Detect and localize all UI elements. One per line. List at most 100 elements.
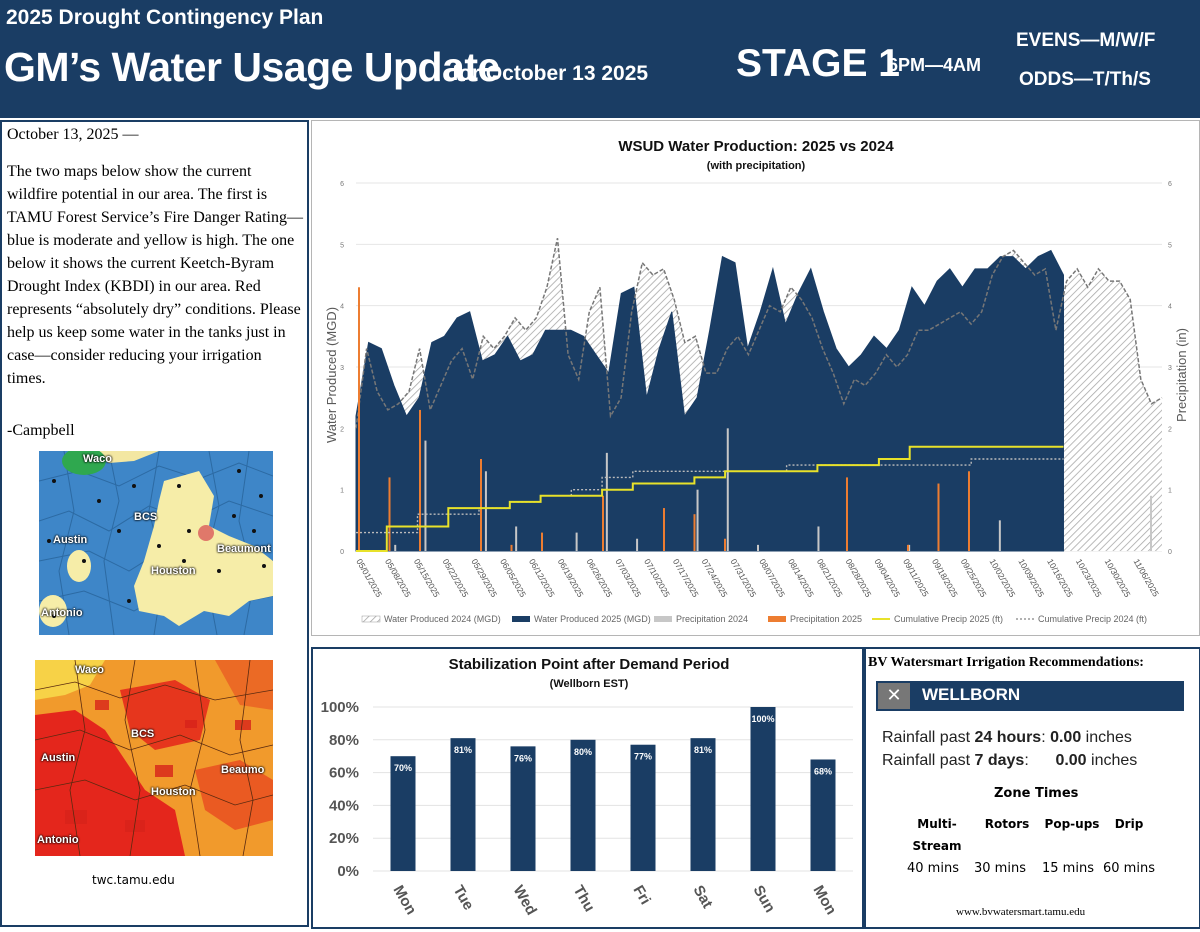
production-x-label: 10/30/2025 [1103, 557, 1133, 599]
zone-multistream-label2: Stream [912, 839, 962, 853]
station-name: WELLBORN [922, 685, 1021, 704]
production-x-label: 10/02/2025 [988, 557, 1018, 599]
production-y2-tick: 6 [1168, 181, 1172, 188]
production-x-label: 08/14/2025 [786, 557, 816, 599]
stage-label: STAGE 1 [736, 42, 900, 85]
map1-label-houston: Houston [151, 565, 196, 577]
stabilization-chart-title: Stabilization Point after Demand Period [449, 656, 730, 673]
production-y-tick: 1 [340, 488, 344, 495]
production-x-label: 10/09/2025 [1016, 557, 1046, 599]
production-y2-tick: 4 [1168, 304, 1172, 311]
precip-2025-bar [418, 409, 421, 551]
kbdi-map: Waco BCS Austin Houston Beaumo Antonio [35, 660, 273, 856]
stabilization-y-tick: 40% [329, 797, 359, 814]
production-x-label: 05/08/2025 [383, 557, 413, 599]
stabilization-y-tick: 80% [329, 732, 359, 749]
production-x-label: 07/24/2025 [700, 557, 730, 599]
production-x-label: 05/01/2025 [354, 557, 384, 599]
zone-drip-header: Drip [1114, 817, 1144, 831]
production-y-tick: 4 [340, 304, 344, 311]
production-x-label: 07/31/2025 [728, 557, 758, 599]
legend-label: Cumulative Precip 2024 (ft) [1038, 614, 1147, 624]
map2-label-bcs: BCS [131, 728, 155, 740]
production-y-ticks: 0 1 2 3 4 5 6 [340, 181, 344, 556]
production-y2-ticks: 0 1 2 3 4 5 6 [1168, 181, 1172, 556]
header-banner: 2025 Drought Contingency Plan GM’s Water… [0, 0, 1200, 118]
stabilization-chart: Stabilization Point after Demand Period … [321, 656, 853, 919]
date-line: October 13, 2025 — [7, 126, 139, 143]
production-y2-axis-label: Precipitation (in) [1174, 328, 1189, 422]
map1-label-waco: Waco [83, 453, 112, 465]
production-x-label: 09/25/2025 [959, 557, 989, 599]
station-bar: ✕ WELLBORN [876, 681, 1184, 711]
stabilization-bar-label: 76% [514, 753, 532, 763]
precip-2025-bar [479, 459, 482, 551]
legend-swatch [361, 615, 381, 623]
legend-label: Water Produced 2024 (MGD) [384, 614, 501, 624]
precip-2025-bar [662, 508, 665, 551]
cumulative-2024-line [356, 458, 1064, 534]
precip-2024-bar [605, 452, 608, 551]
stabilization-y-tick: 0% [337, 863, 359, 880]
map2-label-waco: Waco [75, 664, 104, 676]
precip-2024-bar [394, 544, 397, 551]
stabilization-gridlines [373, 706, 853, 872]
precip-bars [358, 287, 1152, 551]
production-x-labels: 05/01/202505/08/202505/15/202505/22/2025… [354, 557, 1161, 599]
production-x-label: 07/10/2025 [642, 557, 672, 599]
stabilization-bar-label: 77% [634, 752, 652, 762]
precip-2025-bar [937, 483, 940, 551]
precip-2024-bar [636, 538, 639, 551]
production-x-label: 08/07/2025 [757, 557, 787, 599]
production-x-label: 06/05/2025 [498, 557, 528, 599]
production-x-label: 09/11/2025 [901, 557, 931, 599]
stabilization-bar-label: 81% [694, 745, 712, 755]
rain24-unit: inches [1085, 729, 1132, 746]
map1-label-antonio: Antonio [41, 607, 83, 619]
map-credit: twc.tamu.edu [92, 873, 175, 887]
production-x-label: 09/18/2025 [930, 557, 960, 599]
stabilization-y-tick: 100% [321, 699, 359, 716]
stabilization-bar-label: 80% [574, 747, 592, 757]
rain24-period: 24 hours [974, 729, 1042, 746]
stabilization-x-labels: Mon Tue Wed Thu Fri Sat Sun Mon [390, 883, 840, 919]
precip-2025-bar [358, 287, 360, 551]
zone-times-title: Zone Times [994, 786, 1079, 801]
rain7-period: 7 days [974, 752, 1025, 769]
production-x-label: 06/12/2025 [527, 557, 557, 599]
production-chart: WSUD Water Production: 2025 vs 2024 (wit… [324, 138, 1189, 624]
close-icon[interactable]: ✕ [878, 683, 910, 709]
production-y-tick: 5 [340, 242, 344, 249]
production-y2-tick: 2 [1168, 426, 1172, 433]
stabilization-bar [750, 707, 776, 871]
zone-rotors-header: Rotors [984, 817, 1030, 831]
fire-danger-map: Waco BCS Austin Houston Beaumont Antonio [39, 451, 273, 635]
irrigation-heading: BV Watersmart Irrigation Recommendations… [868, 655, 1144, 670]
map1-label-beaumont: Beaumont [217, 543, 271, 555]
stabilization-bar [810, 759, 836, 871]
zone-multistream-header: Multi- Stream [902, 813, 972, 857]
precip-2024-bar [1150, 495, 1152, 551]
rain7-unit: inches [1091, 752, 1138, 769]
stabilization-x-label: Thu [570, 883, 598, 915]
rain24-value: 0.00 [1050, 729, 1082, 746]
precip-2024-bar [726, 428, 729, 551]
zone-multistream-label1: Multi- [917, 817, 957, 831]
stabilization-bar [510, 746, 536, 871]
precip-2025-bar [510, 544, 513, 551]
precip-2024-bar [998, 520, 1001, 551]
signature: -Campbell [7, 422, 75, 439]
precip-2025-bar [845, 477, 848, 551]
stabilization-bar-label: 68% [814, 766, 832, 776]
production-x-label: 06/26/2025 [585, 557, 615, 599]
precip-2025-bar [601, 495, 604, 551]
stabilization-y-tick: 60% [329, 765, 359, 782]
kbdi-map-graphic [35, 660, 273, 856]
rain24-prefix: Rainfall past [882, 729, 975, 746]
rainfall-24h-row: Rainfall past 24 hours: 0.00 inches [882, 729, 1132, 746]
stabilization-bar [450, 738, 476, 871]
odds-schedule: ODDS—T/Th/S [1019, 69, 1151, 90]
production-x-label: 11/06/2025 [1131, 557, 1161, 599]
precip-2025-bar [967, 471, 970, 551]
fire-danger-map-graphic [39, 451, 273, 635]
